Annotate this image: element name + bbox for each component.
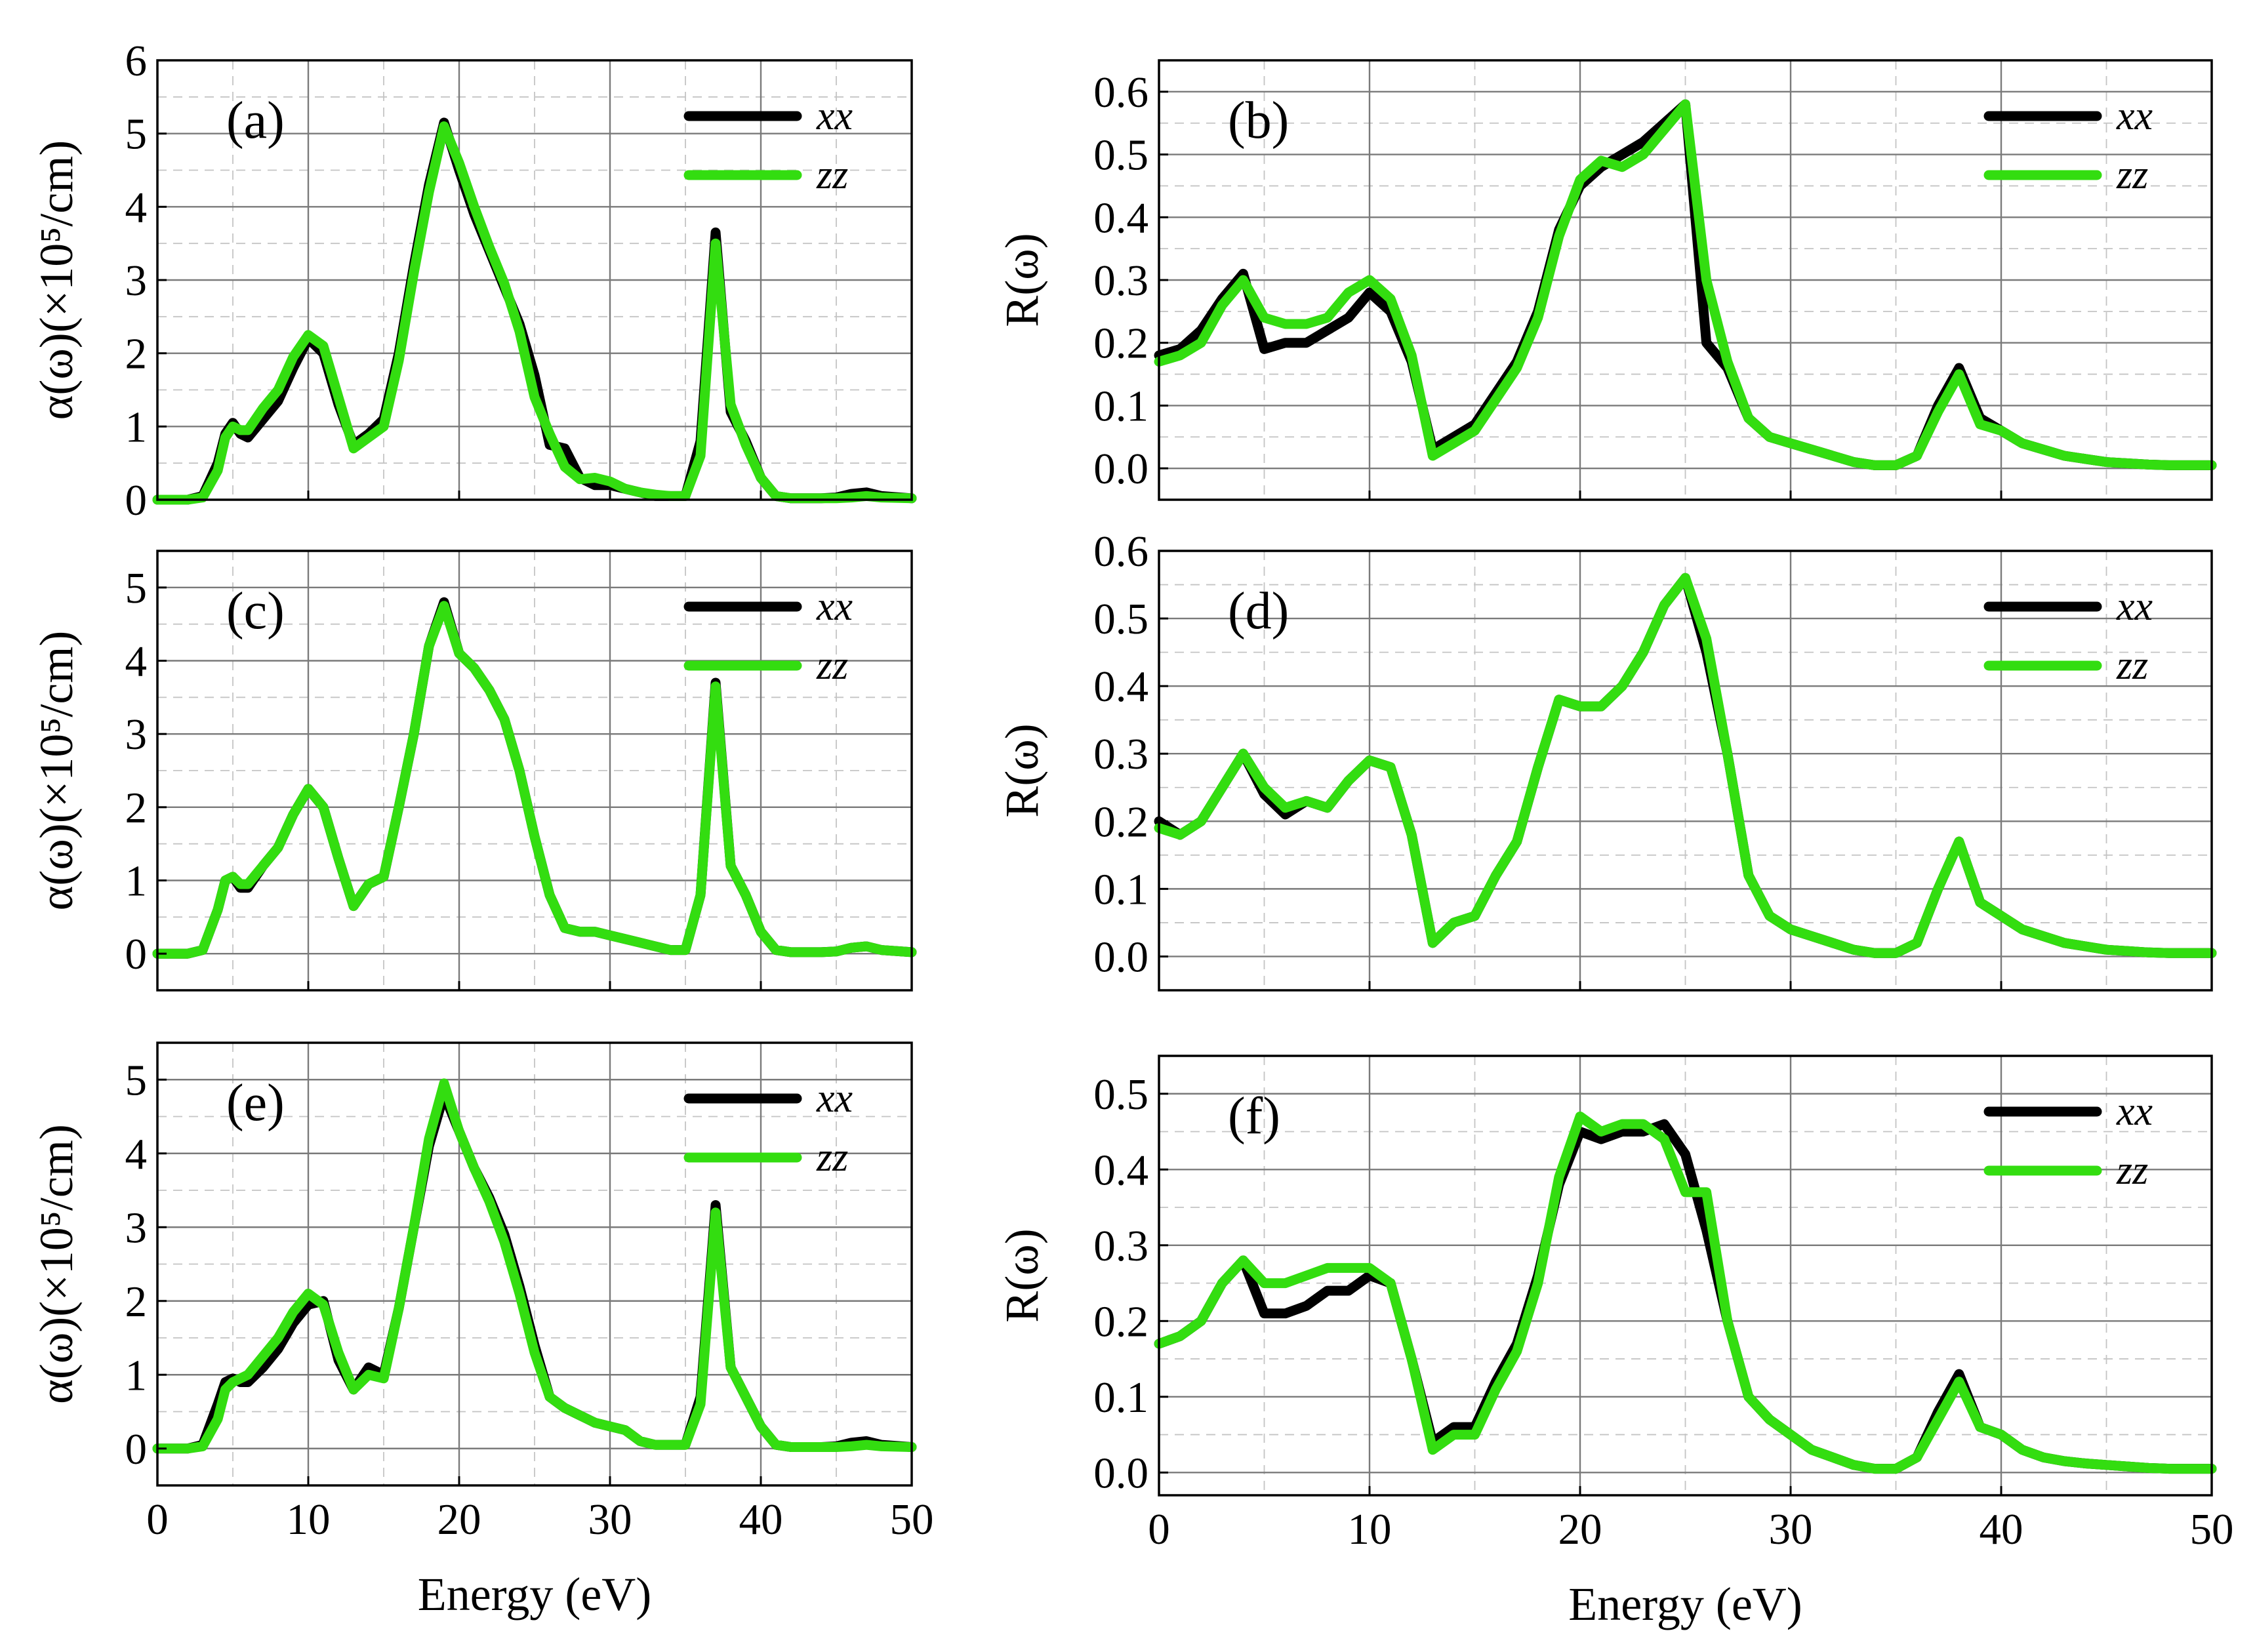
y-tick-label: 6 <box>125 37 148 85</box>
x-tick-label: 30 <box>1769 1505 1813 1554</box>
y-tick-label: 0.2 <box>1093 319 1148 368</box>
y-axis-title: R(ω) <box>996 723 1048 817</box>
y-tick-label: 0.3 <box>1093 730 1148 778</box>
x-axis-title: Energy (eV) <box>418 1568 652 1621</box>
y-tick-label: 0 <box>125 930 148 978</box>
y-tick-label: 5 <box>125 110 148 159</box>
legend-label-zz: zz <box>816 153 848 197</box>
series-line-zz <box>1154 99 2217 470</box>
plot-frame <box>156 1041 913 1487</box>
x-tick-label: 0 <box>146 1495 169 1544</box>
y-tick-label: 3 <box>125 1203 148 1252</box>
panel-c: 0 1 2 3 4 5 α(ω)(×10⁵/cm) (c) xx zz <box>30 550 917 992</box>
y-tick-label: 0.3 <box>1093 256 1148 305</box>
panel-label: (f) <box>1228 1087 1280 1145</box>
y-tick-label: 0.6 <box>1093 527 1148 576</box>
y-axis-title: α(ω)(×10⁵/cm) <box>30 631 83 911</box>
panel-label: (d) <box>1228 582 1289 640</box>
x-tick-label: 20 <box>1558 1505 1602 1554</box>
y-tick-label: 0 <box>125 476 148 525</box>
x-tick-label: 50 <box>2190 1505 2234 1554</box>
y-tick-label: 2 <box>125 784 148 832</box>
y-tick-label: 0.3 <box>1093 1222 1148 1270</box>
y-tick-label: 4 <box>125 637 148 686</box>
panel-f: 0.0 0.1 0.2 0.3 0.4 0.5 0 10 20 30 40 50 R(ω) Energy … <box>996 1055 2234 1630</box>
plot-frame <box>156 550 913 992</box>
y-tick-label: 0.4 <box>1093 193 1148 242</box>
legend-label-xx: xx <box>816 94 853 138</box>
legend-label-xx: xx <box>2116 94 2153 138</box>
y-tick-label: 0.4 <box>1093 1146 1148 1194</box>
x-tick-label: 20 <box>437 1495 481 1544</box>
y-tick-label: 0 <box>125 1425 148 1474</box>
y-axis-title: α(ω)(×10⁵/cm) <box>30 1124 83 1404</box>
legend-label-zz: zz <box>2116 153 2148 197</box>
y-tick-label: 0.0 <box>1093 1449 1148 1497</box>
legend-label-zz: zz <box>816 1135 848 1180</box>
y-tick-label: 3 <box>125 710 148 759</box>
legend-label-zz: zz <box>2116 1148 2148 1193</box>
y-tick-label: 3 <box>125 256 148 305</box>
y-tick-label: 0.5 <box>1093 1070 1148 1119</box>
y-tick-label: 0.0 <box>1093 445 1148 493</box>
legend-label-xx: xx <box>2116 584 2153 629</box>
y-axis-title: α(ω)(×10⁵/cm) <box>30 140 83 420</box>
x-axis-title: Energy (eV) <box>1568 1578 1802 1630</box>
y-tick-label: 4 <box>125 183 148 232</box>
series-line-zz <box>152 601 917 959</box>
panel-label: (a) <box>226 92 285 150</box>
legend-label-xx: xx <box>816 584 853 629</box>
x-tick-label: 30 <box>588 1495 632 1544</box>
panel-b: 0.0 0.1 0.2 0.3 0.4 0.5 0.6 R(ω) (b) xx zz <box>996 59 2217 501</box>
y-tick-label: 5 <box>125 1056 148 1104</box>
series-line-zz <box>1154 573 2217 958</box>
y-tick-label: 1 <box>125 1351 148 1400</box>
legend-label-xx: xx <box>2116 1089 2153 1134</box>
y-tick-label: 0.1 <box>1093 1373 1148 1422</box>
y-tick-label: 2 <box>125 1278 148 1326</box>
panel-label: (b) <box>1228 92 1289 150</box>
y-axis-title: R(ω) <box>996 233 1048 327</box>
legend-label-zz: zz <box>816 643 848 688</box>
series-line-zz <box>152 1078 917 1454</box>
panel-label: (e) <box>226 1074 285 1132</box>
y-tick-label: 0.5 <box>1093 595 1148 643</box>
y-tick-label: 1 <box>125 403 148 451</box>
y-tick-label: 4 <box>125 1130 148 1179</box>
x-tick-label: 10 <box>287 1495 331 1544</box>
plot-frame <box>1158 550 2213 992</box>
legend-label-xx: xx <box>816 1076 853 1121</box>
panel-a: 0 1 2 3 4 5 6 α(ω)(×10⁵/cm) (a) xx zz <box>30 37 917 525</box>
y-tick-label: 1 <box>125 857 148 906</box>
panel-label: (c) <box>226 582 285 640</box>
y-tick-label: 5 <box>125 564 148 613</box>
x-tick-label: 50 <box>890 1495 934 1544</box>
y-tick-label: 0.5 <box>1093 131 1148 180</box>
y-tick-label: 0.4 <box>1093 662 1148 711</box>
y-tick-label: 0.1 <box>1093 382 1148 430</box>
series-line-zz <box>152 121 917 505</box>
y-tick-label: 0.2 <box>1093 1297 1148 1346</box>
series-line-zz <box>1154 1111 2217 1474</box>
legend-label-zz: zz <box>2116 643 2148 688</box>
y-tick-label: 2 <box>125 330 148 378</box>
x-tick-label: 10 <box>1348 1505 1392 1554</box>
y-tick-label: 0.1 <box>1093 865 1148 914</box>
y-tick-label: 0.6 <box>1093 68 1148 117</box>
y-tick-label: 0.0 <box>1093 933 1148 981</box>
plot-frame <box>1158 1055 2213 1497</box>
x-tick-label: 40 <box>739 1495 783 1544</box>
x-tick-label: 40 <box>1980 1505 2023 1554</box>
x-tick-label: 0 <box>1148 1505 1170 1554</box>
y-axis-title: R(ω) <box>996 1228 1048 1322</box>
y-tick-label: 0.2 <box>1093 797 1148 846</box>
panel-d: 0.0 0.1 0.2 0.3 0.4 0.5 0.6 R(ω) (d) xx zz <box>996 527 2217 992</box>
